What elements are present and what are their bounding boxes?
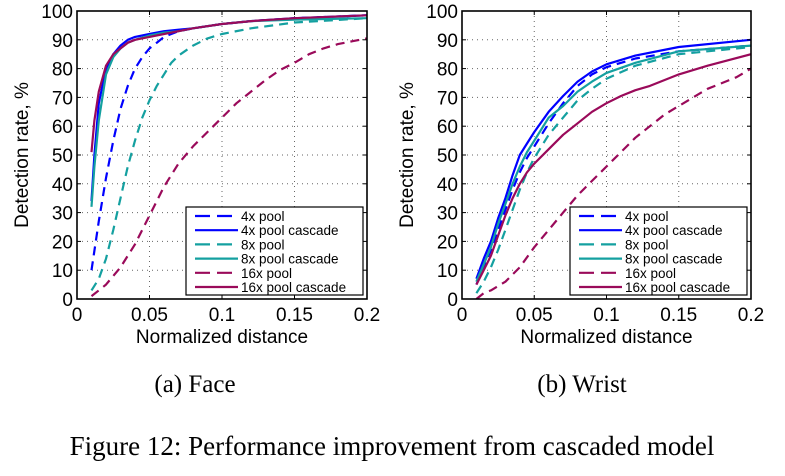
legend-box: [569, 206, 748, 296]
x-tick-label: 0.05: [131, 305, 168, 326]
wrist-chart: 0 10 20 30 40 50 60 70 80 90 100 0 0.05 0.1 0.15 0.2 Nor…: [397, 2, 764, 398]
subcaption: (a) Face: [154, 371, 235, 398]
x-tick-label: 0: [72, 305, 83, 326]
legend-label: 8x pool cascade: [625, 252, 723, 267]
x-tick-label: 0.2: [738, 305, 764, 326]
y-tick-label: 60: [437, 117, 458, 138]
legend-box: [185, 206, 364, 296]
y-tick-label: 100: [426, 2, 458, 23]
y-axis-label: Detection rate, %: [397, 82, 418, 228]
series-line-16x-pool: [475, 67, 751, 299]
x-tick-label: 0.1: [593, 305, 619, 326]
series-line-8x-pool: [90, 17, 367, 291]
legend-label: 16x pool cascade: [625, 280, 730, 295]
y-tick-label: 30: [437, 204, 458, 225]
legend-label: 16x pool cascade: [241, 280, 346, 295]
y-tick-label: 40: [52, 175, 73, 196]
y-tick-label: 50: [52, 146, 73, 167]
series-line-4x-pool: [475, 44, 751, 286]
series-line-16x-pool: [90, 37, 367, 297]
legend-label: 8x pool: [241, 237, 285, 252]
series-line-4x-pool-cascade: [475, 38, 751, 280]
figure-caption: Figure 12: Performance improvement from …: [70, 431, 715, 461]
y-tick-label: 80: [52, 60, 73, 81]
y-tick-label: 70: [52, 88, 73, 109]
legend-label: 8x pool: [625, 237, 669, 252]
y-tick-label: 10: [437, 261, 458, 282]
legend-label: 4x pool cascade: [625, 223, 723, 238]
series-line-8x-pool-cascade: [90, 17, 367, 207]
legend-label: 8x pool cascade: [241, 252, 339, 267]
series-line-4x-pool-cascade: [90, 14, 367, 202]
y-tick-label: 30: [52, 204, 73, 225]
series-line-8x-pool-cascade: [475, 44, 751, 283]
y-tick-label: 0: [447, 290, 458, 311]
x-axis-label: Normalized distance: [136, 327, 308, 348]
series-line-16x-pool-cascade: [90, 14, 367, 153]
y-tick-label: 100: [41, 2, 73, 23]
y-tick-label: 50: [437, 146, 458, 167]
x-tick-label: 0.1: [209, 305, 235, 326]
y-tick-label: 70: [437, 88, 458, 109]
legend-label: 4x pool cascade: [241, 223, 339, 238]
y-tick-label: 40: [437, 175, 458, 196]
y-tick-label: 60: [52, 117, 73, 138]
legend-label: 4x pool: [241, 209, 285, 224]
y-tick-label: 80: [437, 60, 458, 81]
x-tick-label: 0.05: [516, 305, 553, 326]
x-axis-label: Normalized distance: [520, 327, 692, 348]
x-tick-label: 0: [457, 305, 468, 326]
x-tick-label: 0.15: [276, 305, 313, 326]
legend-label: 16x pool: [625, 266, 676, 281]
subcaption: (b) Wrist: [537, 371, 627, 398]
x-tick-label: 0.15: [660, 305, 697, 326]
y-axis-label: Detection rate, %: [12, 82, 33, 228]
y-tick-label: 90: [52, 31, 73, 52]
x-tick-label: 0.2: [354, 305, 380, 326]
y-tick-label: 0: [62, 290, 73, 311]
legend-label: 4x pool: [625, 209, 669, 224]
series-line-16x-pool-cascade: [475, 53, 751, 286]
y-tick-label: 90: [437, 31, 458, 52]
y-tick-label: 20: [437, 232, 458, 253]
y-tick-label: 10: [52, 261, 73, 282]
face-chart: 0 10 20 30 40 50 60 70 80 90 100 0 0.05 0.1 0.15 0.2 Nor…: [12, 2, 380, 398]
legend-label: 16x pool: [241, 266, 292, 281]
y-tick-label: 20: [52, 232, 73, 253]
